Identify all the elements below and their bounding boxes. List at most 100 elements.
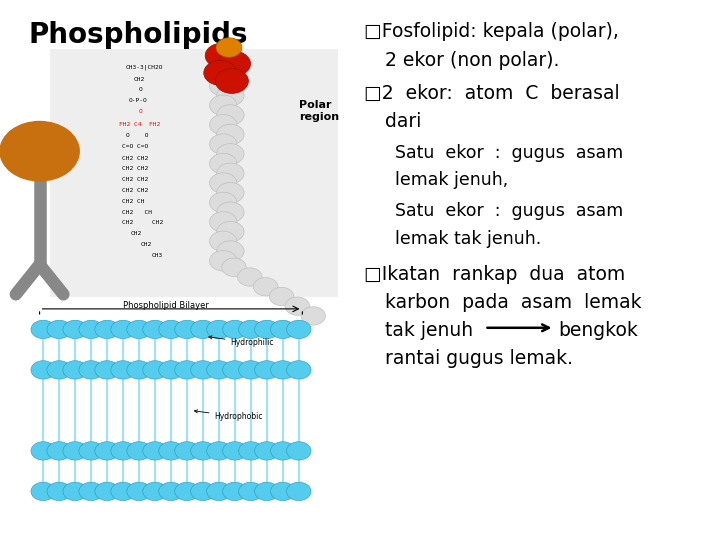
Circle shape	[143, 482, 167, 501]
Circle shape	[79, 482, 104, 501]
Text: CH2     CH2: CH2 CH2	[122, 220, 163, 225]
Text: CH2 CH2: CH2 CH2	[122, 156, 148, 160]
Text: CH2: CH2	[133, 77, 145, 82]
Circle shape	[158, 482, 183, 501]
Text: O: O	[139, 87, 143, 92]
Circle shape	[191, 442, 215, 460]
Text: karbon  pada  asam  lemak: karbon pada asam lemak	[385, 293, 642, 312]
Circle shape	[207, 482, 231, 501]
Text: FH2 C4  FH2: FH2 C4 FH2	[119, 122, 160, 126]
Circle shape	[271, 320, 295, 339]
Circle shape	[31, 361, 55, 379]
Circle shape	[47, 320, 71, 339]
Circle shape	[255, 320, 279, 339]
Text: □2  ekor:  atom  C  berasal: □2 ekor: atom C berasal	[364, 84, 619, 103]
Text: Satu  ekor  :  gugus  asam: Satu ekor : gugus asam	[395, 202, 623, 220]
Circle shape	[271, 442, 295, 460]
Circle shape	[79, 442, 104, 460]
Circle shape	[217, 105, 244, 125]
Circle shape	[210, 212, 237, 232]
Circle shape	[204, 60, 237, 85]
Text: lemak jenuh,: lemak jenuh,	[395, 171, 508, 189]
Circle shape	[217, 124, 244, 145]
Circle shape	[301, 307, 325, 325]
Circle shape	[79, 320, 104, 339]
Circle shape	[63, 442, 87, 460]
Circle shape	[63, 320, 87, 339]
Circle shape	[285, 297, 310, 315]
Circle shape	[79, 361, 104, 379]
Circle shape	[217, 202, 244, 222]
Circle shape	[255, 482, 279, 501]
Text: □Ikatan  rankap  dua  atom: □Ikatan rankap dua atom	[364, 265, 625, 284]
Circle shape	[0, 122, 79, 181]
Circle shape	[158, 361, 183, 379]
Circle shape	[143, 361, 167, 379]
Text: CH2: CH2	[131, 231, 143, 236]
Text: 2 ekor (non polar).: 2 ekor (non polar).	[385, 51, 559, 70]
Circle shape	[217, 85, 244, 106]
Circle shape	[210, 231, 237, 252]
Circle shape	[217, 183, 244, 203]
Circle shape	[210, 153, 237, 174]
Circle shape	[238, 442, 263, 460]
Text: O: O	[139, 109, 143, 114]
Text: O-P-O: O-P-O	[128, 98, 147, 103]
Circle shape	[210, 173, 237, 193]
Circle shape	[255, 442, 279, 460]
Circle shape	[253, 278, 278, 296]
Circle shape	[47, 361, 71, 379]
Circle shape	[143, 442, 167, 460]
Circle shape	[158, 320, 183, 339]
Circle shape	[222, 361, 247, 379]
Circle shape	[127, 482, 151, 501]
Circle shape	[287, 482, 311, 501]
Circle shape	[207, 361, 231, 379]
Circle shape	[210, 95, 237, 116]
Circle shape	[175, 320, 199, 339]
Text: tak jenuh: tak jenuh	[385, 321, 473, 340]
Circle shape	[210, 76, 237, 96]
Circle shape	[111, 361, 135, 379]
Circle shape	[222, 258, 246, 276]
Text: CH2   CH: CH2 CH	[122, 210, 153, 214]
Text: Polar
region: Polar region	[299, 100, 339, 122]
Circle shape	[210, 114, 237, 135]
Text: Hydrophilic: Hydrophilic	[209, 336, 274, 347]
Circle shape	[31, 482, 55, 501]
Circle shape	[127, 320, 151, 339]
Circle shape	[175, 361, 199, 379]
Text: □Fosfolipid: kepala (polar),: □Fosfolipid: kepala (polar),	[364, 22, 618, 40]
Circle shape	[207, 320, 231, 339]
Circle shape	[210, 56, 237, 77]
Text: CH2 CH2: CH2 CH2	[122, 177, 148, 182]
Circle shape	[238, 268, 262, 286]
Text: C=O C=O: C=O C=O	[122, 144, 148, 149]
Circle shape	[216, 38, 242, 57]
Circle shape	[95, 320, 120, 339]
Circle shape	[217, 46, 244, 67]
Circle shape	[222, 482, 247, 501]
Text: CH3: CH3	[151, 253, 163, 258]
Text: CH2 CH2: CH2 CH2	[122, 166, 148, 171]
Circle shape	[238, 482, 263, 501]
Circle shape	[47, 482, 71, 501]
Text: CH2 CH2: CH2 CH2	[122, 188, 148, 193]
Circle shape	[127, 442, 151, 460]
Circle shape	[210, 134, 237, 154]
Circle shape	[111, 442, 135, 460]
Circle shape	[287, 320, 311, 339]
Circle shape	[271, 361, 295, 379]
Circle shape	[191, 482, 215, 501]
Circle shape	[238, 320, 263, 339]
Circle shape	[222, 442, 247, 460]
Circle shape	[127, 361, 151, 379]
Text: Hydrophobic: Hydrophobic	[194, 410, 263, 421]
Circle shape	[238, 361, 263, 379]
Circle shape	[255, 361, 279, 379]
Text: Phospholipid Bilayer: Phospholipid Bilayer	[122, 301, 209, 310]
Circle shape	[217, 221, 244, 242]
Text: Phospholipids: Phospholipids	[29, 21, 248, 49]
Text: CH3-3|CH2O: CH3-3|CH2O	[126, 65, 163, 70]
Circle shape	[63, 482, 87, 501]
